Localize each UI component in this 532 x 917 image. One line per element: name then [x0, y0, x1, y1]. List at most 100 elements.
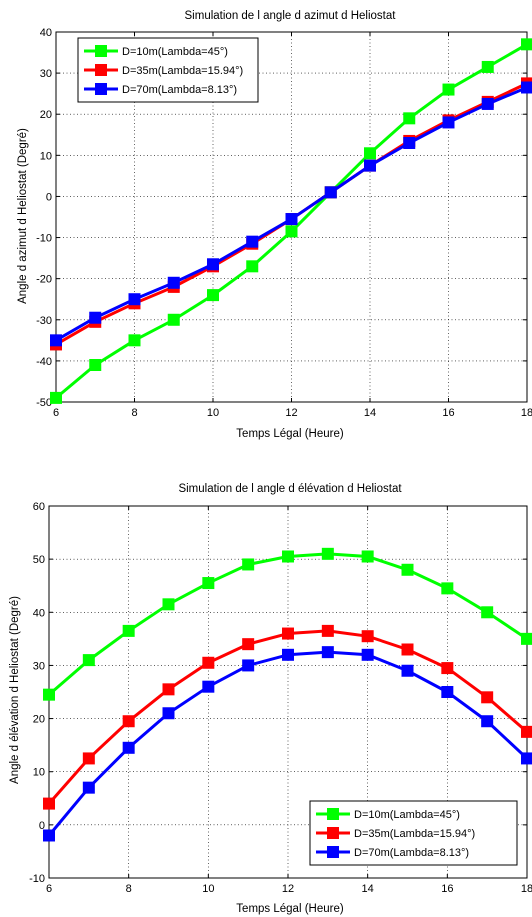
- data-point: [521, 81, 532, 94]
- data-point: [401, 643, 414, 656]
- data-point: [162, 707, 175, 720]
- y-tick-label: -20: [36, 274, 52, 286]
- legend-entry: D=35m(Lambda=15.94°): [122, 65, 243, 77]
- data-point: [403, 137, 416, 149]
- x-tick-label: 14: [364, 407, 376, 419]
- y-tick-label: -30: [36, 315, 52, 327]
- data-point: [442, 83, 455, 96]
- x-tick-label: 18: [521, 883, 532, 895]
- y-tick-label: 20: [33, 714, 45, 726]
- data-point: [285, 225, 298, 238]
- y-axis-label: Angle d élévation d Heliostat (Degré): [9, 596, 21, 784]
- data-point: [321, 624, 334, 637]
- x-axis-label: Temps Légal (Heure): [236, 428, 344, 440]
- data-point: [441, 582, 454, 595]
- data-point: [89, 359, 102, 371]
- data-point: [282, 550, 294, 563]
- data-point: [246, 260, 259, 273]
- data-point: [162, 683, 175, 696]
- y-tick-label: 60: [33, 501, 45, 513]
- legend-marker: [327, 827, 339, 839]
- legend-entry: D=70m(Lambda=8.13°): [122, 84, 237, 96]
- x-tick-label: 12: [285, 407, 297, 419]
- data-point: [202, 680, 215, 693]
- azimuth-chart: Simulation de l angle d azimut d Heliost…: [17, 10, 532, 440]
- y-tick-label: 0: [46, 191, 52, 203]
- data-point: [521, 725, 532, 738]
- data-point: [481, 97, 494, 110]
- data-point: [361, 630, 374, 643]
- data-point: [361, 550, 374, 563]
- x-tick-label: 18: [521, 407, 532, 419]
- data-point: [282, 648, 294, 661]
- data-point: [122, 741, 135, 754]
- data-point: [242, 659, 255, 672]
- elevation-chart: Simulation de l angle d élévation d Heli…: [9, 483, 532, 915]
- data-point: [128, 334, 141, 347]
- data-point: [521, 632, 532, 645]
- legend-entry: D=10m(Lambda=45°): [122, 46, 228, 58]
- legend-marker: [327, 808, 339, 820]
- legend-marker: [95, 45, 107, 57]
- x-tick-label: 6: [46, 883, 52, 895]
- data-point: [82, 781, 95, 794]
- y-tick-label: 10: [33, 767, 45, 779]
- chart-title: Simulation de l angle d azimut d Heliost…: [185, 10, 397, 22]
- x-axis-label: Temps Légal (Heure): [236, 903, 344, 915]
- data-point: [82, 752, 95, 765]
- data-point: [43, 688, 55, 701]
- legend-marker: [327, 846, 339, 858]
- data-point: [162, 598, 175, 611]
- y-tick-label: 40: [33, 607, 45, 619]
- y-axis-label: Angle d azimut d Heliostat (Degré): [17, 128, 29, 304]
- data-point: [202, 577, 215, 590]
- legend-entry: D=10m(Lambda=45°): [354, 809, 460, 821]
- data-point: [321, 547, 334, 560]
- data-point: [122, 624, 135, 637]
- x-tick-label: 8: [126, 883, 132, 895]
- y-tick-label: -10: [29, 873, 45, 885]
- legend-marker: [95, 83, 107, 95]
- data-point: [242, 638, 255, 651]
- x-tick-label: 10: [202, 883, 214, 895]
- data-point: [442, 116, 455, 129]
- data-point: [122, 715, 135, 728]
- data-point: [207, 289, 219, 302]
- data-point: [324, 186, 337, 199]
- y-tick-label: 30: [33, 660, 45, 672]
- y-tick-label: -40: [36, 356, 52, 368]
- y-tick-label: 20: [40, 109, 52, 121]
- legend-marker: [95, 64, 107, 76]
- y-tick-label: 40: [40, 27, 52, 39]
- legend-entry: D=70m(Lambda=8.13°): [354, 847, 469, 859]
- y-tick-label: -10: [36, 233, 52, 245]
- data-point: [202, 656, 215, 669]
- data-point: [521, 752, 532, 765]
- data-point: [481, 715, 494, 728]
- data-point: [521, 38, 532, 51]
- y-tick-label: 30: [40, 68, 52, 80]
- data-point: [207, 258, 219, 271]
- data-point: [89, 311, 102, 324]
- y-tick-label: 10: [40, 150, 52, 162]
- data-point: [246, 235, 259, 248]
- data-point: [242, 558, 255, 571]
- data-point: [43, 797, 55, 810]
- data-point: [364, 147, 376, 160]
- data-point: [364, 159, 376, 172]
- data-point: [401, 563, 414, 576]
- data-point: [82, 654, 95, 667]
- data-point: [43, 829, 55, 842]
- x-tick-label: 16: [441, 883, 453, 895]
- x-tick-label: 14: [362, 883, 374, 895]
- data-point: [401, 664, 414, 677]
- data-point: [403, 112, 416, 125]
- data-point: [321, 646, 334, 659]
- x-tick-label: 12: [282, 883, 294, 895]
- data-point: [50, 334, 62, 347]
- x-tick-label: 10: [207, 407, 219, 419]
- data-point: [285, 213, 298, 226]
- x-tick-label: 16: [442, 407, 454, 419]
- data-point: [481, 60, 494, 73]
